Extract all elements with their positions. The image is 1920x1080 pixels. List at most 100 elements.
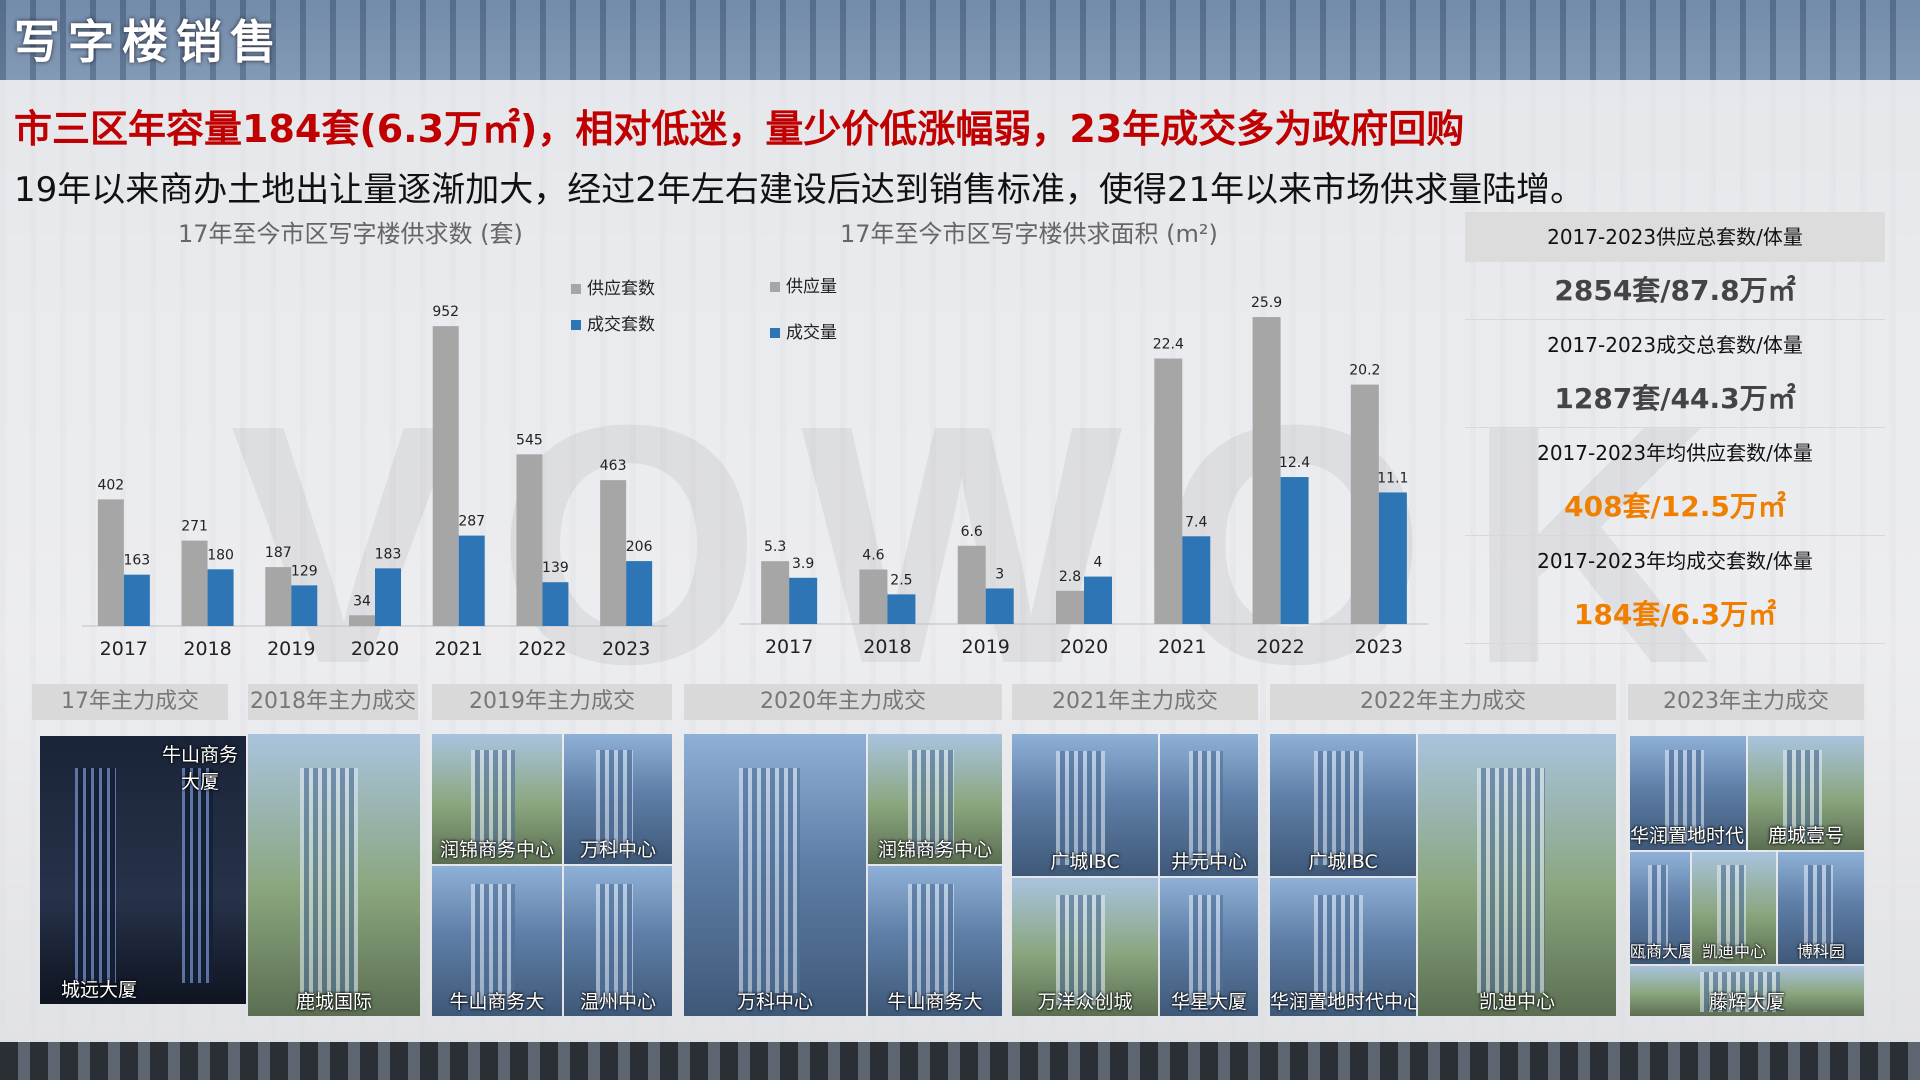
building-photo: 华润置地时代中心 bbox=[1270, 878, 1416, 1016]
bar-supply bbox=[181, 540, 208, 626]
bar-supply bbox=[1252, 317, 1281, 624]
data-label: 25.9 bbox=[1251, 295, 1282, 311]
data-label: 952 bbox=[432, 304, 459, 320]
data-label: 7.4 bbox=[1185, 514, 1207, 530]
legend-label: 供应套数 bbox=[587, 279, 655, 299]
deal-col-2023: 2023年主力成交 bbox=[1628, 684, 1864, 720]
bar-supply bbox=[859, 569, 888, 624]
data-label: 463 bbox=[600, 458, 627, 474]
building-label: 华润置地时代中心 bbox=[1270, 991, 1416, 1013]
data-label: 187 bbox=[265, 545, 292, 561]
x-tick-label: 2023 bbox=[602, 638, 650, 660]
bar-supply bbox=[600, 480, 627, 626]
bar-deal bbox=[1280, 477, 1309, 624]
building-label: 牛山商务大厦 bbox=[161, 744, 238, 793]
headline: 市三区年容量184套(6.3万㎡)，相对低迷，量少价低涨幅弱，23年成交多为政府… bbox=[14, 107, 1465, 151]
building-label: 瓯商大厦 bbox=[1630, 942, 1690, 961]
legend-swatch bbox=[571, 320, 581, 330]
bar-deal bbox=[375, 568, 401, 626]
x-tick-label: 2021 bbox=[1158, 636, 1206, 658]
building-label: 凯迪中心 bbox=[1701, 942, 1766, 961]
data-label: 4 bbox=[1094, 555, 1103, 571]
building-photo: 藤辉大厦 bbox=[1630, 966, 1864, 1016]
building-label: 广城IBC bbox=[1308, 851, 1378, 873]
data-label: 12.4 bbox=[1279, 455, 1310, 471]
bar-supply bbox=[1056, 590, 1084, 624]
building-photo: 华润置地时代中心 bbox=[1630, 736, 1746, 850]
stat-value: 2854套/87.8万㎡ bbox=[1465, 262, 1885, 320]
bar-deal bbox=[291, 585, 318, 626]
bar-supply bbox=[265, 567, 292, 626]
stats-box: 2017-2023供应总套数/体量 2854套/87.8万㎡ 2017-2023… bbox=[1465, 212, 1885, 644]
bar-supply bbox=[516, 454, 543, 626]
bar-deal bbox=[123, 574, 150, 626]
building-photo: 温州中心 bbox=[564, 866, 672, 1016]
stat-label: 2017-2023年均成交套数/体量 bbox=[1537, 549, 1813, 573]
building-label: 润锦商务中心 bbox=[439, 839, 554, 861]
deal-header: 2020年主力成交 bbox=[684, 684, 1002, 720]
building-photo: 万洋众创城 bbox=[1012, 878, 1158, 1016]
data-label: 287 bbox=[458, 514, 485, 530]
bar-deal bbox=[887, 594, 916, 624]
building-label: 城远大厦 bbox=[60, 979, 137, 1001]
legend-label: 供应量 bbox=[786, 277, 837, 297]
data-label: 402 bbox=[97, 477, 124, 493]
building-label: 井元中心 bbox=[1170, 851, 1247, 873]
data-label: 2.5 bbox=[890, 572, 912, 588]
page-title: 写字楼销售 bbox=[14, 15, 284, 69]
data-label: 2.8 bbox=[1059, 569, 1081, 585]
x-tick-label: 2018 bbox=[183, 638, 231, 660]
stat-value: 1287套/44.3万㎡ bbox=[1465, 370, 1885, 428]
bar-deal bbox=[1182, 536, 1211, 624]
data-label: 163 bbox=[123, 553, 150, 569]
data-label: 22.4 bbox=[1153, 337, 1184, 353]
data-label: 34 bbox=[353, 593, 371, 609]
building-label: 牛山商务大 bbox=[887, 991, 983, 1013]
x-tick-label: 2018 bbox=[863, 636, 911, 658]
x-tick-label: 2017 bbox=[100, 638, 148, 660]
building-photo: 润锦商务中心 bbox=[432, 734, 562, 864]
building-label: 万洋众创城 bbox=[1037, 991, 1133, 1013]
building-photo: 鹿城国际 bbox=[248, 734, 420, 1016]
bar-deal bbox=[985, 588, 1014, 624]
bar-deal bbox=[1378, 492, 1407, 624]
bar-supply bbox=[1350, 384, 1379, 624]
x-tick-label: 2021 bbox=[435, 638, 483, 660]
legend-swatch bbox=[571, 284, 581, 294]
bar-deal bbox=[458, 535, 485, 626]
building-label: 广城IBC bbox=[1050, 851, 1120, 873]
building-label: 博科园 bbox=[1796, 942, 1845, 961]
stat-label: 2017-2023年均供应套数/体量 bbox=[1537, 441, 1813, 465]
building-label: 牛山商务大 bbox=[449, 991, 545, 1013]
building-label: 万科中心 bbox=[736, 991, 813, 1013]
bar-deal bbox=[789, 577, 818, 624]
building-photo: 凯迪中心 bbox=[1692, 852, 1776, 964]
building-label: 华润置地时代中心 bbox=[1630, 825, 1746, 847]
data-label: 6.6 bbox=[961, 524, 983, 540]
subline: 19年以来商办土地出让量逐渐加大，经过2年左右建设后达到销售标准，使得21年以来… bbox=[14, 170, 1585, 210]
deal-header: 2019年主力成交 bbox=[432, 684, 672, 720]
deal-col-2020: 2020年主力成交 bbox=[684, 684, 1002, 720]
deal-header: 2021年主力成交 bbox=[1012, 684, 1258, 720]
legend-label: 成交套数 bbox=[587, 315, 655, 335]
x-tick-label: 2023 bbox=[1355, 636, 1403, 658]
stat-value: 184套/6.3万㎡ bbox=[1465, 586, 1885, 644]
building-photo: 万科中心 bbox=[684, 734, 866, 1016]
deal-col-2021: 2021年主力成交 bbox=[1012, 684, 1258, 720]
bar-deal bbox=[542, 582, 569, 626]
data-label: 3.9 bbox=[792, 556, 814, 572]
bar-supply bbox=[1154, 358, 1183, 624]
bar-supply bbox=[761, 561, 790, 624]
building-label: 润锦商务中心 bbox=[877, 839, 992, 861]
x-tick-label: 2019 bbox=[267, 638, 315, 660]
building-label: 华星大厦 bbox=[1170, 991, 1247, 1013]
deal-header: 2023年主力成交 bbox=[1628, 684, 1864, 720]
legend-label: 成交量 bbox=[786, 323, 837, 343]
building-label: 鹿城壹号 bbox=[1767, 825, 1844, 847]
building-photo: 润锦商务中心 bbox=[868, 734, 1002, 864]
data-label: 5.3 bbox=[764, 539, 786, 555]
deal-header: 2022年主力成交 bbox=[1270, 684, 1616, 720]
chart2-title: 17年至今市区写字楼供求面积 (m²) bbox=[840, 220, 1218, 248]
